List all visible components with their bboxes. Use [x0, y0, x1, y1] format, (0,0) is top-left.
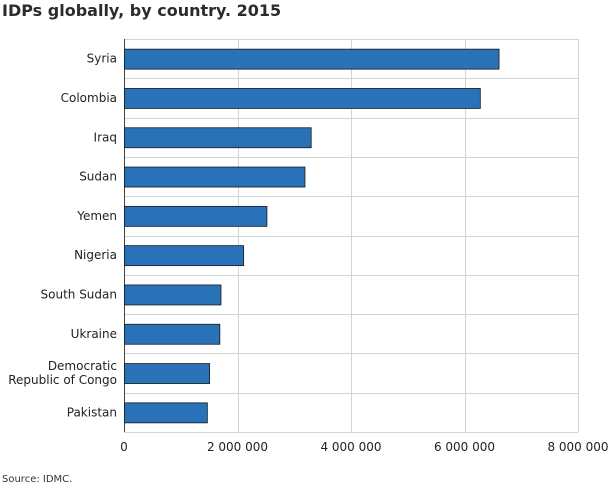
bar-sudan — [124, 166, 306, 188]
bar-south-sudan — [124, 284, 222, 306]
category-label: Yemen — [76, 209, 117, 223]
category-labels: Syria Colombia Iraq Sudan Yemen Nigeria South … — [8, 52, 117, 420]
x-tick-labels: 0 2 000 000 4 000 000 6 000 000 8 000 000 — [120, 440, 608, 454]
bars — [124, 48, 500, 424]
category-label: Colombia — [61, 91, 117, 105]
category-label: Ukraine — [71, 327, 117, 341]
x-tick-label: 2 000 000 — [207, 440, 268, 454]
bar-ukraine — [124, 323, 221, 345]
x-tick-label: 4 000 000 — [320, 440, 381, 454]
chart-title: IDPs globally, by country. 2015 — [2, 1, 282, 20]
bar-democratic-republic-of-congo — [124, 363, 211, 384]
source-note: Source: IDMC. — [2, 474, 73, 485]
bar-colombia — [124, 88, 481, 109]
category-label: Nigeria — [74, 248, 117, 262]
bar-pakistan — [124, 402, 208, 424]
category-label: Sudan — [79, 170, 117, 184]
bar-nigeria — [124, 245, 245, 267]
category-label: South Sudan — [41, 287, 118, 301]
category-label: Iraq — [94, 130, 117, 144]
bar-iraq — [124, 127, 312, 149]
x-tick-label: 8 000 000 — [547, 440, 608, 454]
bar-syria — [124, 48, 500, 70]
category-label: Republic of Congo — [8, 373, 117, 387]
category-label: Democratic — [48, 359, 117, 373]
x-tick-label: 6 000 000 — [434, 440, 495, 454]
category-label: Pakistan — [67, 405, 117, 419]
bar-yemen — [124, 205, 268, 227]
category-label: Syria — [87, 52, 117, 66]
x-tick-label: 0 — [120, 440, 128, 454]
